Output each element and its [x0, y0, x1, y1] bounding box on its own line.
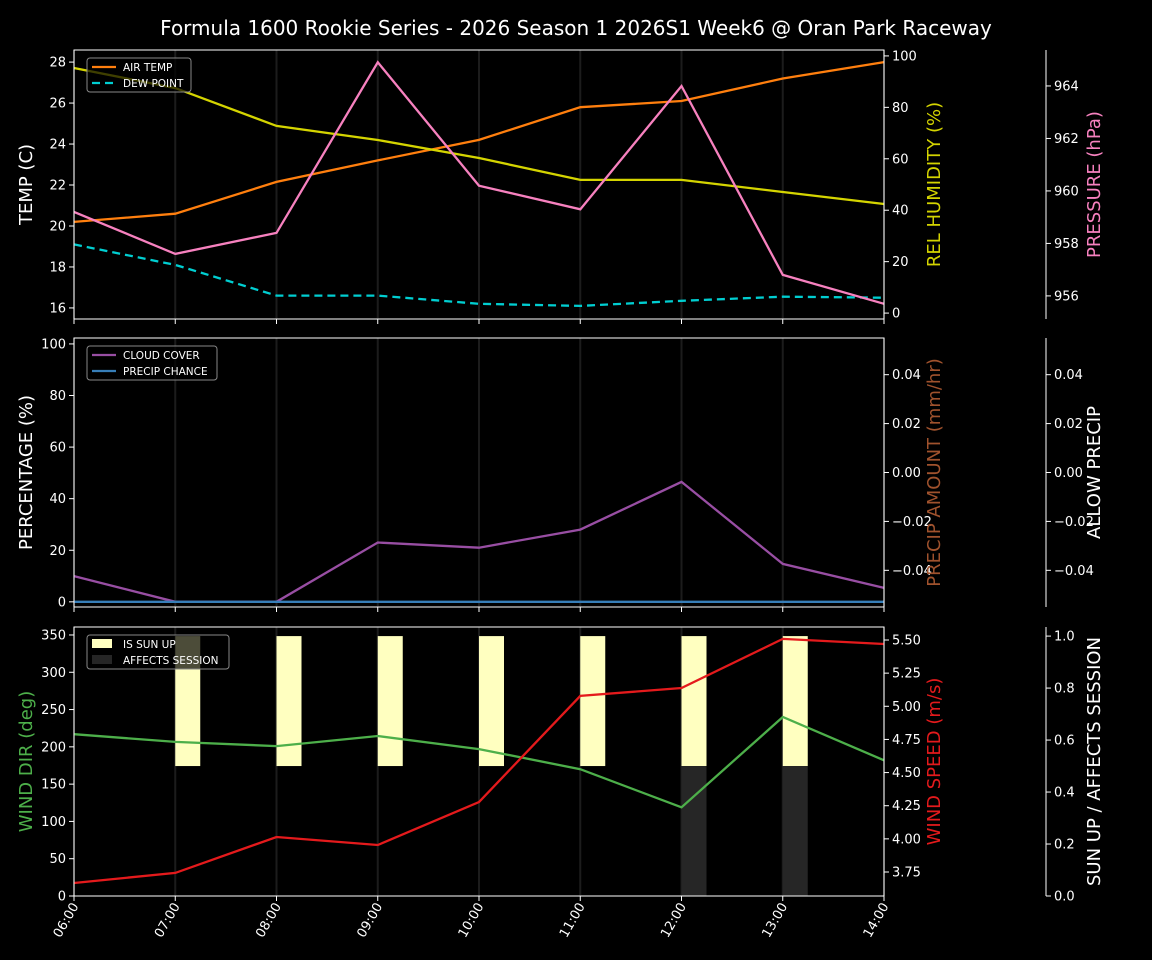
right1-tick-label: 40 [892, 204, 909, 219]
right1-tick-label: 4.25 [892, 799, 921, 814]
right1-tick-label: 5.00 [892, 700, 921, 715]
right2-tick-label: 960 [1054, 184, 1079, 199]
bar-is-sun-up [377, 636, 403, 767]
right2-tick-label: −0.02 [1054, 515, 1094, 530]
right1-tick-label: 4.00 [892, 832, 921, 847]
panel-2: 0 20 40 60 80 100 PERCENTAGE (%) −0.04 −0.02 0.00… [16, 337, 1105, 612]
left-tick-label: 20 [49, 544, 66, 559]
left-tick-label: 80 [49, 389, 66, 404]
left-tick-label: 200 [41, 740, 66, 755]
right1-tick-label: 4.75 [892, 733, 921, 748]
left-tick-label: 28 [49, 56, 66, 71]
left-tick-label: 50 [49, 852, 66, 867]
series-line-right1-1 [73, 637, 885, 885]
left-tick-label: 0 [58, 595, 66, 610]
left-axis-label: PERCENTAGE (%) [16, 395, 37, 550]
right1-tick-label: 5.25 [892, 667, 921, 682]
bar-is-sun-up [580, 636, 606, 767]
bar-affects-session [681, 766, 707, 896]
right2-tick-label: 0.8 [1054, 682, 1075, 697]
series-line-right2-3 [73, 60, 885, 305]
left-tick-label: 18 [49, 260, 66, 275]
right2-tick-label: 0.0 [1054, 890, 1075, 905]
right2-tick-label: −0.04 [1054, 564, 1094, 579]
bar-is-sun-up [479, 636, 504, 767]
right1-axis-label: REL HUMIDITY (%) [924, 102, 945, 267]
right2-tick-label: 964 [1054, 79, 1079, 94]
legend-box [86, 634, 230, 670]
right1-tick-label: −0.02 [892, 515, 932, 530]
left-tick-label: 100 [41, 815, 66, 830]
right1-tick-label: 20 [892, 255, 909, 270]
left-axis-label: WIND DIR (deg) [16, 691, 37, 833]
left-axis-label: TEMP (C) [16, 144, 37, 226]
legend-swatch [92, 639, 112, 648]
right1-tick-label: 0.04 [892, 368, 921, 383]
right2-tick-label: 0.02 [1054, 417, 1083, 432]
right1-tick-label: 80 [892, 101, 909, 116]
right2-axis-label: ALLOW PRECIP [1084, 406, 1105, 539]
right2-tick-label: 1.0 [1054, 630, 1075, 645]
panel-3: 0 50 100 150 200 250 300 350 WIND DIR (deg) 3.75 4… [16, 626, 1105, 940]
left-tick-label: 20 [49, 219, 66, 234]
left-tick-label: 250 [41, 703, 66, 718]
legend-swatch [92, 655, 112, 664]
legend-label: DEW POINT [123, 78, 184, 90]
left-tick-label: 0 [58, 890, 66, 905]
right1-tick-label: 4.50 [892, 766, 921, 781]
panel-1: 16 18 20 22 24 26 28 TEMP (C) 0 20 40 60 80 100 REL HU… [16, 49, 1105, 324]
right1-axis-label: PRECIP AMOUNT (mm/hr) [924, 358, 945, 587]
right2-tick-label: 956 [1054, 289, 1079, 304]
right2-tick-label: 0.00 [1054, 466, 1083, 481]
right1-tick-label: 3.75 [892, 866, 921, 881]
left-tick-label: 100 [41, 337, 66, 352]
legend-label: CLOUD COVER [123, 350, 200, 362]
series-line-left-0 [73, 715, 885, 809]
bar-is-sun-up [681, 636, 707, 767]
series-line-air-temp [73, 60, 885, 224]
left-tick-label: 60 [49, 441, 66, 456]
left-tick-label: 24 [49, 138, 66, 153]
right2-tick-label: 0.04 [1054, 368, 1083, 383]
legend-box [86, 345, 218, 381]
left-tick-label: 300 [41, 666, 66, 681]
legend: IS SUN UP AFFECTS SESSION [86, 634, 230, 670]
series-line-dew-point [73, 243, 885, 308]
legend-label: PRECIP CHANCE [123, 366, 208, 378]
left-tick-label: 22 [49, 179, 66, 194]
chart-title: Formula 1600 Rookie Series - 2026 Season… [160, 16, 992, 40]
left-tick-label: 40 [49, 492, 66, 507]
right1-tick-label: 5.50 [892, 633, 921, 648]
left-tick-label: 26 [49, 97, 66, 112]
right2-tick-label: 0.4 [1054, 786, 1075, 801]
series-line-right1-2 [73, 66, 885, 206]
right1-tick-label: 0.02 [892, 417, 921, 432]
legend: CLOUD COVER PRECIP CHANCE [86, 345, 218, 381]
left-tick-label: 16 [49, 301, 66, 316]
legend-label: AIR TEMP [123, 62, 172, 74]
legend-label: IS SUN UP [123, 639, 176, 651]
right1-axis-label: WIND SPEED (m/s) [924, 678, 945, 846]
right2-tick-label: 958 [1054, 237, 1079, 252]
left-tick-label: 350 [41, 628, 66, 643]
legend-label: AFFECTS SESSION [123, 655, 219, 667]
right2-axis-label: PRESSURE (hPa) [1084, 111, 1105, 258]
right1-tick-label: 100 [892, 49, 917, 64]
right2-tick-label: 0.2 [1054, 838, 1075, 853]
bar-is-sun-up [782, 636, 808, 767]
right2-axis-label: SUN UP / AFFECTS SESSION [1084, 637, 1105, 886]
right1-tick-label: 0 [892, 307, 900, 322]
right1-tick-label: 60 [892, 152, 909, 167]
right2-tick-label: 962 [1054, 132, 1079, 147]
right1-tick-label: −0.04 [892, 564, 932, 579]
right1-tick-label: 0.00 [892, 466, 921, 481]
legend: AIR TEMP DEW POINT [86, 57, 192, 93]
left-tick-label: 150 [41, 778, 66, 793]
right2-tick-label: 0.6 [1054, 734, 1075, 749]
bar-affects-session [782, 766, 808, 896]
